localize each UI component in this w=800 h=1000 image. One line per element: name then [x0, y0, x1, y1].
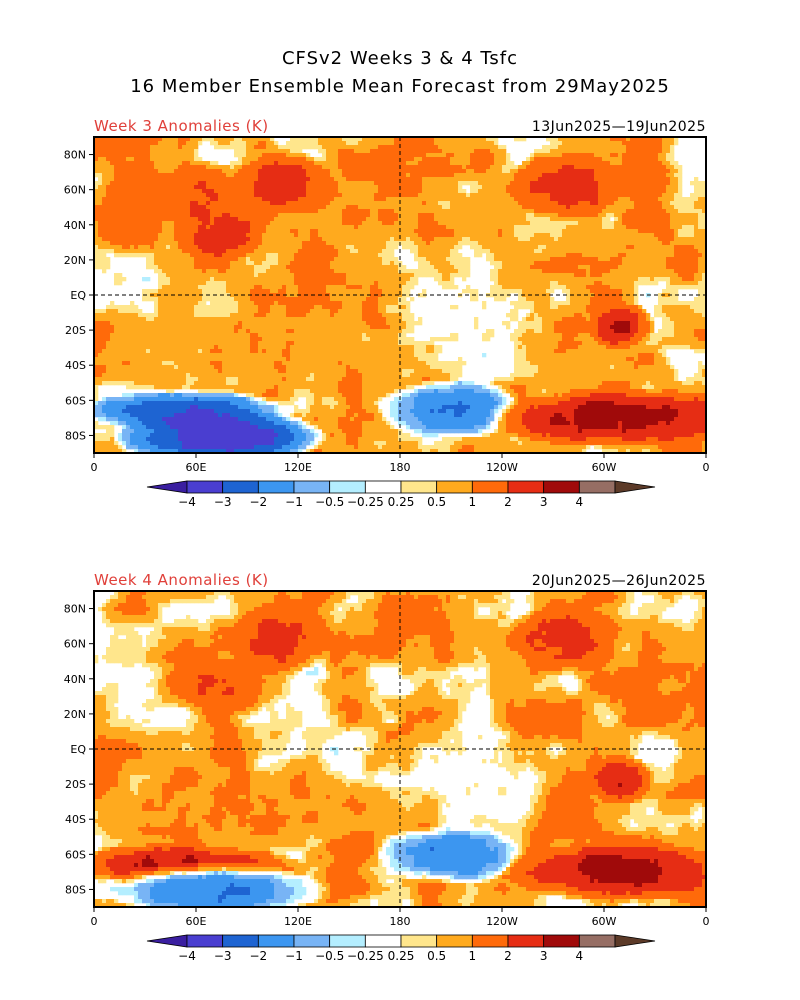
colorbar: −4 −3 −2 −1 −0.5 −0.25 0.25 0.5 1 2 3 4 [146, 934, 656, 963]
colorbar-low-arrow [146, 480, 188, 494]
colorbar-swatch [186, 480, 224, 494]
panel-2-dates: 20Jun2025—26Jun2025 [532, 573, 706, 589]
colorbar-swatch [436, 480, 473, 494]
colorbar-label: 1 [469, 495, 477, 509]
colorbar-low-arrow [146, 934, 188, 948]
colorbar-swatch [257, 934, 295, 948]
colorbar: −4 −3 −2 −1 −0.5 −0.25 0.25 0.5 1 2 3 4 [146, 480, 656, 509]
colorbar-swatch [543, 480, 580, 494]
lat-tick-label: EQ [70, 289, 86, 302]
panel-2-title: Week 4 Anomalies (K) [94, 571, 269, 589]
colorbar-swatch [507, 480, 545, 494]
colorbar-label: −2 [249, 949, 267, 963]
lon-tick-label: 0 [91, 915, 98, 928]
colorbar-swatch [222, 480, 259, 494]
colorbar-label: −0.25 [347, 495, 384, 509]
lat-tick-label: 40N [64, 219, 86, 232]
lon-tick-label: 0 [703, 915, 710, 928]
colorbar-label: 4 [576, 949, 584, 963]
colorbar-swatch [364, 934, 402, 948]
colorbar-label: 3 [540, 949, 548, 963]
lat-tick-label: 60N [64, 184, 86, 197]
colorbar-high-arrow [614, 480, 656, 494]
lat-tick-label: 40N [64, 673, 86, 686]
lon-tick-label: 120E [284, 461, 312, 474]
lon-tick-label: 120W [486, 915, 518, 928]
colorbar-label: 2 [504, 949, 512, 963]
colorbar-swatch [293, 480, 331, 494]
colorbar-swatch [186, 934, 224, 948]
colorbar-label: −4 [178, 495, 196, 509]
lat-tick-label: 40S [65, 359, 86, 372]
lon-tick-label: 60E [186, 461, 207, 474]
colorbar-label: −1 [285, 949, 303, 963]
lon-tick-label: 0 [91, 461, 98, 474]
lon-tick-label: 180 [390, 461, 411, 474]
lat-tick-label: 60S [65, 848, 86, 861]
colorbar-swatch [400, 480, 438, 494]
lat-tick-label: 20N [64, 708, 86, 721]
colorbar-label: 1 [469, 949, 477, 963]
colorbar-label: 2 [504, 495, 512, 509]
panel-1-title: Week 3 Anomalies (K) [94, 117, 269, 135]
figure-title-line2: 16 Member Ensemble Mean Forecast from 29… [0, 76, 800, 97]
colorbar-swatch [257, 480, 295, 494]
colorbar-swatch [436, 934, 473, 948]
colorbar-label: 4 [576, 495, 584, 509]
lat-tick-label: 80S [65, 429, 86, 442]
lat-tick-label: 20N [64, 254, 86, 267]
colorbar-swatch [222, 934, 259, 948]
colorbar-swatch [293, 934, 331, 948]
lat-tick-label: 40S [65, 813, 86, 826]
lat-tick-label: 60N [64, 638, 86, 651]
colorbar-label: −2 [249, 495, 267, 509]
colorbar-swatch [507, 934, 545, 948]
colorbar-swatch [364, 480, 402, 494]
lat-tick-label: 80N [64, 149, 86, 162]
lon-tick-label: 60W [592, 915, 617, 928]
lat-tick-label: 80N [64, 603, 86, 616]
lat-tick-label: 20S [65, 324, 86, 337]
panel-1-dates: 13Jun2025—19Jun2025 [532, 119, 706, 135]
colorbar-label: 3 [540, 495, 548, 509]
lat-tick-label: EQ [70, 743, 86, 756]
colorbar-swatch [578, 480, 616, 494]
colorbar-high-arrow [614, 934, 656, 948]
colorbar-label: 0.5 [427, 949, 446, 963]
lon-tick-label: 0 [703, 461, 710, 474]
lon-tick-label: 120E [284, 915, 312, 928]
colorbar-label: −3 [214, 495, 232, 509]
colorbar-swatch [471, 480, 509, 494]
colorbar-swatch [543, 934, 580, 948]
colorbar-label: 0.5 [427, 495, 446, 509]
lat-tick-label: 60S [65, 394, 86, 407]
colorbar-label: −4 [178, 949, 196, 963]
lat-tick-label: 20S [65, 778, 86, 791]
colorbar-label: −0.25 [347, 949, 384, 963]
lon-tick-label: 60W [592, 461, 617, 474]
colorbar-swatch [471, 934, 509, 948]
lon-tick-label: 120W [486, 461, 518, 474]
figure-title-line1: CFSv2 Weeks 3 & 4 Tsfc [0, 48, 800, 69]
colorbar-label: −0.5 [315, 949, 344, 963]
colorbar-label: −0.5 [315, 495, 344, 509]
colorbar-label: −3 [214, 949, 232, 963]
lon-tick-label: 180 [390, 915, 411, 928]
colorbar-label: 0.25 [388, 949, 415, 963]
colorbar-swatch [400, 934, 438, 948]
lon-tick-label: 60E [186, 915, 207, 928]
lat-tick-label: 80S [65, 883, 86, 896]
colorbar-label: 0.25 [388, 495, 415, 509]
colorbar-label: −1 [285, 495, 303, 509]
colorbar-swatch [578, 934, 616, 948]
colorbar-swatch [329, 934, 366, 948]
colorbar-swatch [329, 480, 366, 494]
